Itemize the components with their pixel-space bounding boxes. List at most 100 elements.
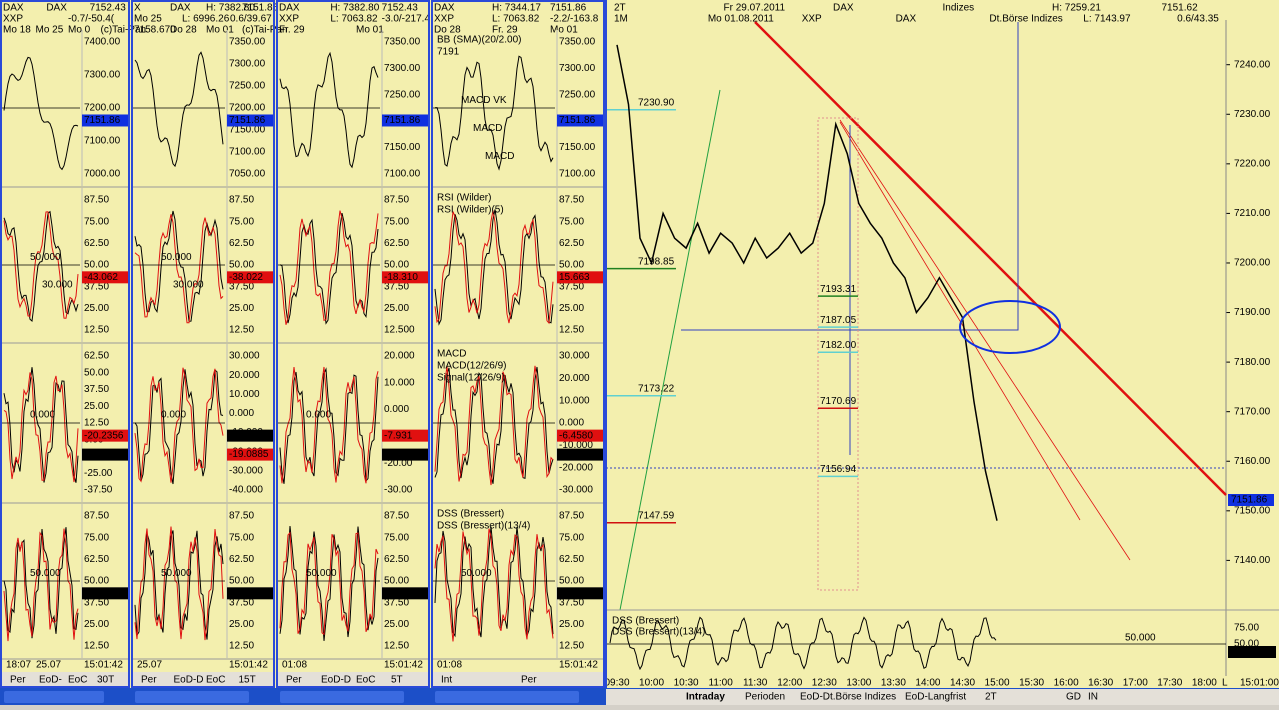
header-text: X xyxy=(134,3,141,14)
indicator-curve xyxy=(3,372,79,483)
value-box-text: 15.663 xyxy=(559,272,590,283)
highlight-ellipse xyxy=(959,300,1061,354)
y-axis-label: 87.50 xyxy=(559,195,584,206)
annotation: 30.000 xyxy=(42,280,73,291)
tab-bar xyxy=(276,672,430,688)
tab[interactable]: EoD-Dt.Börse Indizes xyxy=(800,692,896,703)
header-text: Fr 29.07.2011 xyxy=(724,3,786,14)
value-box xyxy=(557,271,603,284)
x-tick-label: 10:30 xyxy=(674,678,699,689)
y-axis-label: 7000.00 xyxy=(84,169,121,180)
header-text: DAX xyxy=(170,3,191,14)
indicator-curve xyxy=(279,51,379,169)
y-axis-label: 37.50 xyxy=(559,281,584,292)
tab[interactable]: 2T xyxy=(985,692,997,703)
header-text: Mo 01 xyxy=(206,25,234,36)
tab[interactable]: GD xyxy=(1066,692,1081,703)
tab[interactable]: 30T xyxy=(97,675,114,686)
taskbar-button[interactable] xyxy=(435,691,579,703)
tab[interactable]: IN xyxy=(1088,692,1098,703)
value-box-text: -1.987 xyxy=(384,588,413,599)
indicator-curve xyxy=(3,367,79,483)
y-axis-label: 87.50 xyxy=(229,195,254,206)
y-axis-label: 7300.00 xyxy=(84,70,121,81)
header-text: Mo 0 xyxy=(68,25,91,36)
header-text: DAX xyxy=(46,3,67,14)
annotation: 50.000 xyxy=(1125,633,1156,644)
panel-border xyxy=(0,0,130,688)
annotation: MACD VK xyxy=(461,95,507,106)
tab[interactable]: Per xyxy=(521,675,537,686)
y-axis-label: 25.00 xyxy=(84,401,109,412)
taskbar-button[interactable] xyxy=(280,691,404,703)
y-axis-label: 62.50 xyxy=(559,554,584,565)
y-axis-label: 75.00 xyxy=(84,532,109,543)
tab-bar xyxy=(606,689,1279,705)
y-axis-label: 25.00 xyxy=(229,303,254,314)
tab[interactable]: EoD- xyxy=(39,675,62,686)
indicator-curve xyxy=(434,210,554,325)
value-box-text: -18.310 xyxy=(384,272,418,283)
value-box xyxy=(82,448,128,461)
value-box-text: -20.2356 xyxy=(84,430,124,441)
annotation: 30.000 xyxy=(173,280,204,291)
y-axis-label: 50.00 xyxy=(229,260,254,271)
y-axis-label: -20.00 xyxy=(384,458,413,469)
tab[interactable]: Per xyxy=(10,675,26,686)
value-box-text: 7151.86 xyxy=(84,115,121,126)
tab[interactable]: EoC xyxy=(206,675,225,686)
y-axis-label: 37.50 xyxy=(384,281,409,292)
tab[interactable]: 15T xyxy=(239,675,256,686)
y-axis-label: 7300.00 xyxy=(384,63,421,74)
tab[interactable]: Per xyxy=(286,675,302,686)
y-tick-label: 7180.00 xyxy=(1234,357,1271,368)
y-axis-label: 50.00 xyxy=(84,576,109,587)
value-box-text: -35.404 xyxy=(1231,647,1265,658)
value-box xyxy=(557,114,603,127)
header-text: H: 7344.17 xyxy=(492,3,541,14)
y-axis-label: 25.00 xyxy=(384,303,409,314)
price-line xyxy=(616,44,998,521)
y-axis-label: 37.50 xyxy=(84,281,109,292)
indicator-curve xyxy=(134,530,224,640)
y-axis-label: 50.00 xyxy=(559,576,584,587)
value-box-text: -12.0347 xyxy=(229,430,269,441)
tab[interactable]: EoC xyxy=(356,675,375,686)
header-text: Do 28 xyxy=(170,25,197,36)
taskbar-button[interactable] xyxy=(4,691,104,703)
y-axis-label: 75.00 xyxy=(229,532,254,543)
taskbar-button[interactable] xyxy=(135,691,249,703)
y-tick-label: 7190.00 xyxy=(1234,307,1271,318)
y-axis-label: 7150.00 xyxy=(384,142,421,153)
indicator-curve xyxy=(434,365,554,486)
y-axis-label: 62.50 xyxy=(384,238,409,249)
tab[interactable]: 5T xyxy=(391,675,403,686)
y-axis-label: 12.50 xyxy=(84,641,109,652)
y-axis-label: 37.50 xyxy=(84,384,109,395)
tab[interactable]: EoC xyxy=(68,675,87,686)
level-label: 7198.85 xyxy=(638,256,675,267)
tab[interactable]: EoD-D xyxy=(174,675,204,686)
tab[interactable]: Intraday xyxy=(686,692,725,703)
y-axis-label: 7100.00 xyxy=(84,136,121,147)
x-axis-label: 25.07 xyxy=(137,660,162,671)
annotation: 50.000 xyxy=(30,252,61,263)
y-axis-label: 7400.00 xyxy=(84,37,121,48)
header-text: XXP xyxy=(279,14,299,25)
value-box xyxy=(227,429,273,442)
annotation: 50.000 xyxy=(306,568,337,579)
tab[interactable]: EoD-Langfrist xyxy=(905,692,966,703)
tab[interactable]: Int xyxy=(441,675,452,686)
tab[interactable]: EoD-D xyxy=(321,675,351,686)
y-axis-label: 0.000 xyxy=(384,404,409,415)
header-text: L: 6996.26 xyxy=(182,14,230,25)
y-axis-label: -30.000 xyxy=(229,465,263,476)
header-text: H: 7259.21 xyxy=(1052,3,1101,14)
value-box xyxy=(557,587,603,600)
y-axis-label: 50.00 xyxy=(384,576,409,587)
tab[interactable]: Per xyxy=(141,675,157,686)
tab[interactable]: Perioden xyxy=(745,692,785,703)
value-box xyxy=(227,448,273,461)
y-axis-label: 7100.00 xyxy=(559,169,596,180)
